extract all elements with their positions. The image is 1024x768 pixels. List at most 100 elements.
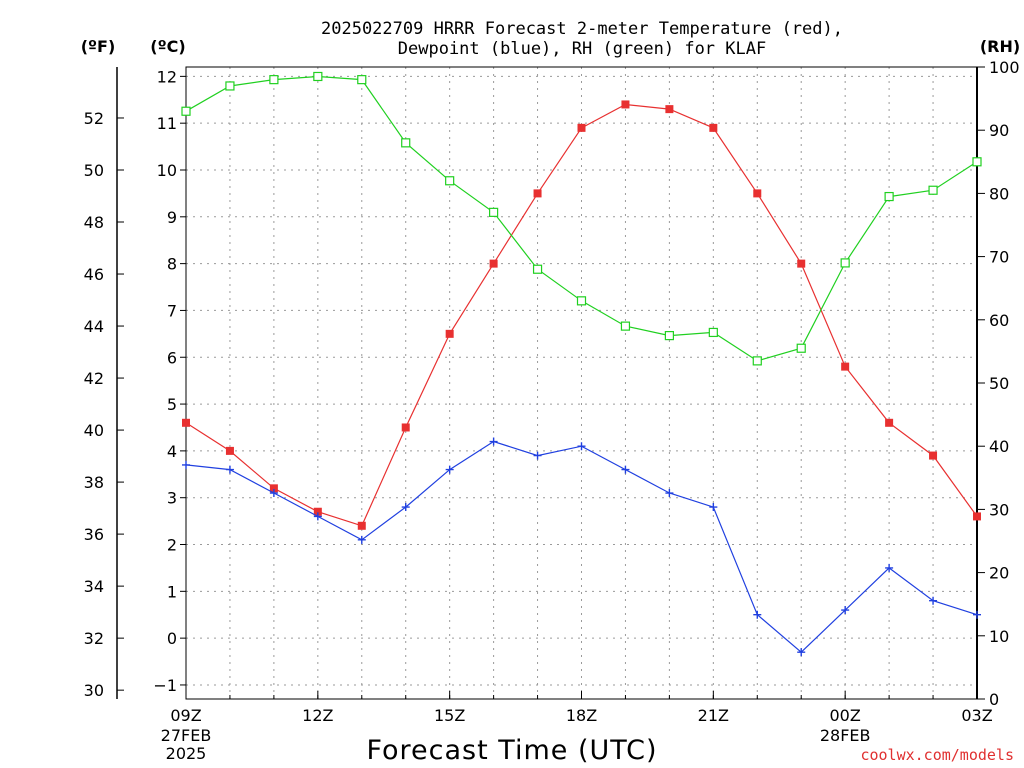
chart-title-line-1: 2025022709 HRRR Forecast 2-meter Tempera… xyxy=(321,19,843,39)
x-tick-label: 12Z xyxy=(302,706,333,725)
dewpoint-point xyxy=(489,437,498,446)
celsius-tick-label: 2 xyxy=(167,536,177,555)
rh-point xyxy=(313,71,323,82)
celsius-tick-label: 1 xyxy=(167,582,177,601)
chart-title-line-2: Dewpoint (blue), RH (green) for KLAF xyxy=(398,39,766,59)
temperature-point xyxy=(357,521,366,530)
temperature-point xyxy=(269,484,278,493)
rh-point xyxy=(928,185,938,195)
rh-point xyxy=(840,258,850,268)
grid-lines xyxy=(186,67,977,699)
rh-point xyxy=(884,191,894,202)
temperature-point xyxy=(929,451,938,460)
fahrenheit-tick-label: 38 xyxy=(84,473,104,492)
fahrenheit-tick-label: 46 xyxy=(84,265,104,284)
rh-tick-label: 70 xyxy=(989,248,1009,267)
dewpoint-point xyxy=(885,563,894,572)
rh-tick-label: 40 xyxy=(989,437,1009,456)
rh-point xyxy=(357,75,367,85)
rh-point xyxy=(796,343,806,353)
dewpoint-point xyxy=(577,442,586,451)
temperature-point xyxy=(709,123,718,132)
x-tick-label: 21Z xyxy=(698,706,729,725)
rh-point xyxy=(489,207,499,217)
dewpoint-point xyxy=(621,465,630,474)
rh-tick-label: 60 xyxy=(989,311,1009,330)
fahrenheit-tick-label: 40 xyxy=(84,421,104,440)
fahrenheit-tick-label: 32 xyxy=(84,629,104,648)
fahrenheit-unit-label: (ºF) xyxy=(81,37,116,56)
celsius-tick-label: 11 xyxy=(157,114,177,133)
x-axis-label: Forecast Time (UTC) xyxy=(366,735,657,766)
temperature-point xyxy=(313,507,322,516)
rh-point xyxy=(664,331,674,341)
fahrenheit-tick-label: 48 xyxy=(84,213,104,232)
rh-point xyxy=(401,138,411,148)
dewpoint-point xyxy=(533,451,542,460)
temperature-point xyxy=(182,418,190,427)
dewpoint-point xyxy=(269,489,278,498)
temperature-point xyxy=(445,329,454,338)
celsius-tick-label: 5 xyxy=(167,395,177,414)
rh-tick-label: 50 xyxy=(989,374,1009,393)
dewpoint-point xyxy=(182,460,190,469)
fahrenheit-tick-label: 36 xyxy=(84,525,104,544)
rh-point xyxy=(225,81,235,91)
fahrenheit-tick-label: 52 xyxy=(84,109,104,128)
rh-tick-label: 30 xyxy=(989,500,1009,519)
temperature-point xyxy=(885,418,894,427)
rh-tick-label: 90 xyxy=(989,121,1009,140)
temperature-point xyxy=(401,423,410,432)
dewpoint-point xyxy=(357,535,366,544)
celsius-tick-label: 3 xyxy=(167,489,177,508)
axis-ticks: −101234567891011123032343638404244464850… xyxy=(84,58,1020,763)
temperature-point xyxy=(225,446,234,455)
source-credit: coolwx.com/models xyxy=(860,746,1014,764)
temperature-point xyxy=(753,189,762,198)
celsius-tick-label: 0 xyxy=(167,629,177,648)
rh-point xyxy=(532,264,543,274)
rh-tick-label: 80 xyxy=(989,184,1009,203)
rh-point xyxy=(269,75,279,85)
x-tick-label: 00Z xyxy=(830,706,861,725)
rh-tick-label: 10 xyxy=(989,627,1009,646)
x-tick-sublabel: 2025 xyxy=(166,744,207,763)
rh-point xyxy=(752,356,762,366)
temperature-point xyxy=(533,189,542,198)
celsius-tick-label: 7 xyxy=(167,301,177,320)
temperature-point xyxy=(797,259,806,268)
fahrenheit-tick-label: 50 xyxy=(84,161,104,180)
fahrenheit-tick-label: 34 xyxy=(84,577,104,596)
x-tick-label: 03Z xyxy=(961,706,992,725)
rh-point xyxy=(620,321,631,331)
dewpoint-point xyxy=(797,648,806,657)
rh-point xyxy=(972,157,982,167)
rh-point xyxy=(576,296,587,306)
temperature-point xyxy=(841,362,850,371)
x-tick-sublabel: 28FEB xyxy=(820,726,871,745)
celsius-unit-label: (ºC) xyxy=(150,37,185,56)
temperature-point xyxy=(621,100,630,109)
dewpoint-point xyxy=(445,465,454,474)
rh-tick-label: 20 xyxy=(989,564,1009,583)
celsius-tick-label: 8 xyxy=(167,255,177,274)
data-series xyxy=(181,71,982,657)
dewpoint-point xyxy=(973,610,981,619)
celsius-tick-label: 12 xyxy=(157,67,177,86)
dewpoint-point xyxy=(841,606,850,615)
rh-unit-label: (RH) xyxy=(980,37,1020,56)
celsius-tick-label: 10 xyxy=(157,161,177,180)
rh-tick-label: 0 xyxy=(989,690,999,709)
rh-line xyxy=(185,75,978,362)
rh-point xyxy=(708,327,718,338)
temperature-point xyxy=(489,259,498,268)
celsius-tick-label: −1 xyxy=(153,676,177,695)
temperature-point xyxy=(665,105,674,114)
celsius-tick-label: 4 xyxy=(167,442,177,461)
rh-tick-label: 100 xyxy=(989,58,1020,77)
x-tick-label: 09Z xyxy=(170,706,201,725)
temperature-line xyxy=(185,103,978,527)
fahrenheit-tick-label: 44 xyxy=(84,317,104,336)
celsius-tick-label: 9 xyxy=(167,208,177,227)
